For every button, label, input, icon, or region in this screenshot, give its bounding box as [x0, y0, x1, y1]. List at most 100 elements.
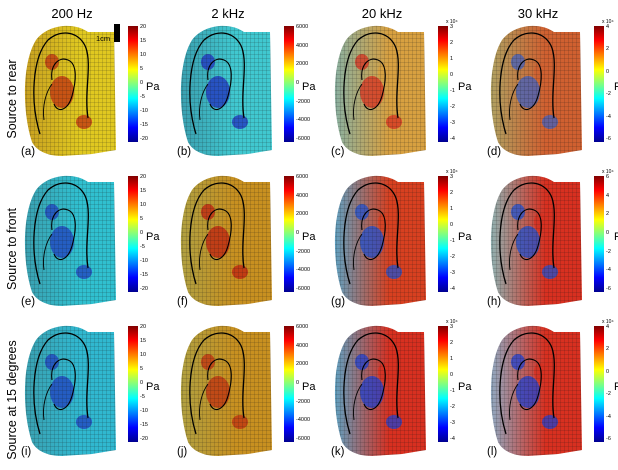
colorbar-tick-label: 4000: [296, 192, 309, 199]
colorbar-tick-label: 0: [606, 368, 610, 375]
concha-outline: [51, 208, 76, 261]
colorbar-tick-label: -20: [140, 136, 148, 142]
colorbar-tick-label: 2: [606, 211, 610, 218]
mesh-grid: [24, 325, 116, 457]
scale-bar-label: 1cm: [96, 34, 111, 43]
helix-outline: [499, 332, 555, 435]
mesh-grid: [180, 325, 272, 457]
helix-outline: [343, 32, 399, 135]
colorbar: [438, 176, 448, 292]
colorbar-tick-label: 4: [606, 324, 610, 330]
colorbar-tick-label: -15: [140, 122, 148, 128]
colorbar-tick-label: -2000: [296, 98, 311, 105]
colorbar-tick-label: -3: [450, 420, 455, 426]
colorbar-tick-label: 2: [606, 346, 610, 353]
panel-label: (j): [177, 446, 188, 458]
antihelix-outline: [509, 83, 519, 121]
colorbar-tick-label: 6: [606, 174, 610, 180]
colorbar-exponent: x 10⁴: [602, 169, 614, 175]
antihelix-outline: [353, 83, 363, 121]
colorbar-tick-label: -2: [606, 391, 611, 398]
ear-panel: (j): [177, 322, 276, 458]
column-title-30khz: 30 kHz: [517, 6, 559, 21]
ear-mesh-plot: [24, 325, 116, 457]
concha-outline: [51, 358, 76, 411]
colorbar-tick-label: -4: [606, 413, 611, 420]
colorbar-tick-label: -4: [450, 436, 455, 442]
colorbar-tick-label: 0: [140, 230, 144, 236]
colorbar-tick-label: 1: [450, 356, 454, 362]
colorbar-tick-label: 10: [140, 352, 147, 358]
colorbar: [128, 176, 138, 292]
colorbar: [128, 26, 138, 142]
colorbar-tick-label: -2000: [296, 398, 311, 405]
antihelix-outline: [353, 233, 363, 271]
ear-mesh-plot: [24, 175, 116, 307]
ear-panel: (f): [177, 172, 276, 308]
colorbar-tick-label: -2: [450, 104, 455, 110]
colorbar: [438, 326, 448, 442]
panel-label: (h): [487, 296, 502, 308]
helix-outline: [33, 32, 89, 135]
colorbar-tick-label: -4000: [296, 267, 311, 274]
colorbar-tick-label: 0: [450, 72, 454, 78]
mesh-grid: [180, 25, 272, 157]
colorbar-tick-label: 4000: [296, 42, 309, 49]
ear-panel: (k): [331, 322, 430, 458]
ear-mesh-plot: [490, 325, 582, 457]
antihelix-outline: [43, 383, 53, 421]
panel-label: (d): [487, 146, 502, 158]
colorbar-tick-label: -2: [606, 248, 611, 255]
colorbar-tick-label: -5: [140, 394, 145, 400]
helix-outline: [499, 32, 555, 135]
ear-panel: (a): [21, 22, 120, 158]
colorbar-unit-label: Pa: [146, 381, 160, 393]
colorbar-tick-label: 0: [296, 380, 300, 386]
panel-label: (g): [331, 296, 346, 308]
colorbar-tick-label: 4: [606, 192, 610, 199]
colorbar-tick-label: -5: [140, 244, 145, 250]
colorbar-tick-label: 0: [140, 80, 144, 86]
ear-panel: (l): [487, 322, 586, 458]
ear-mesh-plot: [490, 175, 582, 307]
colorbar-tick-label: 15: [140, 38, 147, 44]
colorbar-unit-label: Pa: [614, 231, 618, 243]
colorbar-tick-label: -3: [450, 270, 455, 276]
helix-outline: [343, 332, 399, 435]
colorbar-tick-label: -4000: [296, 417, 311, 424]
colorbar-tick-label: 2: [606, 46, 610, 53]
colorbar-tick-label: -6000: [296, 136, 311, 142]
colorbar-tick-label: -2: [450, 254, 455, 260]
mesh-grid: [334, 175, 426, 307]
row-title-front: Source to front: [5, 208, 19, 290]
ear-panel: (h): [487, 172, 586, 308]
panel-label: (f): [177, 296, 188, 308]
colorbar-tick-label: 2: [450, 40, 454, 46]
row-title-15deg: Source at 15 degrees: [5, 340, 19, 460]
colorbar-tick-label: 1: [450, 56, 454, 62]
colorbar-tick-label: 0: [450, 222, 454, 228]
ear-mesh-plot: [180, 25, 272, 157]
colorbar-tick-label: -6000: [296, 436, 311, 442]
column-title-200hz: 200 Hz: [51, 6, 93, 21]
colorbar-unit-label: Pa: [458, 81, 472, 93]
ear-mesh-plot: [334, 325, 426, 457]
colorbar-unit-label: Pa: [146, 81, 160, 93]
colorbar-tick-label: 2: [450, 340, 454, 346]
concha-outline: [361, 208, 386, 261]
ear-mesh-plot: [490, 25, 582, 157]
concha-outline: [207, 358, 232, 411]
colorbar-tick-label: 20: [140, 24, 147, 30]
colorbar-tick-label: -4000: [296, 117, 311, 124]
scale-bar: [114, 24, 120, 42]
colorbar-tick-label: 4: [606, 24, 610, 30]
helix-outline: [33, 332, 89, 435]
colorbar-unit-label: Pa: [614, 81, 618, 93]
colorbar-exponent: x 10⁴: [446, 319, 458, 325]
colorbar-tick-label: -5: [140, 94, 145, 100]
mesh-grid: [490, 325, 582, 457]
colorbar-tick-label: 0: [296, 230, 300, 236]
colorbar: [128, 326, 138, 442]
antihelix-outline: [509, 233, 519, 271]
helix-outline: [189, 332, 245, 435]
